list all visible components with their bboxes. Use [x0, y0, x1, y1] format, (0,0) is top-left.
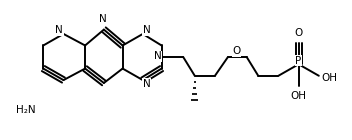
Text: N: N [154, 51, 162, 61]
Text: H₂N: H₂N [16, 105, 36, 115]
Text: N: N [55, 25, 63, 35]
Text: O: O [295, 28, 303, 38]
Text: OH: OH [291, 91, 307, 101]
Text: P: P [295, 56, 302, 66]
Text: O: O [232, 46, 241, 56]
Text: N: N [143, 79, 150, 89]
Text: N: N [143, 25, 150, 35]
Text: OH: OH [322, 73, 338, 83]
Text: N: N [99, 14, 107, 24]
